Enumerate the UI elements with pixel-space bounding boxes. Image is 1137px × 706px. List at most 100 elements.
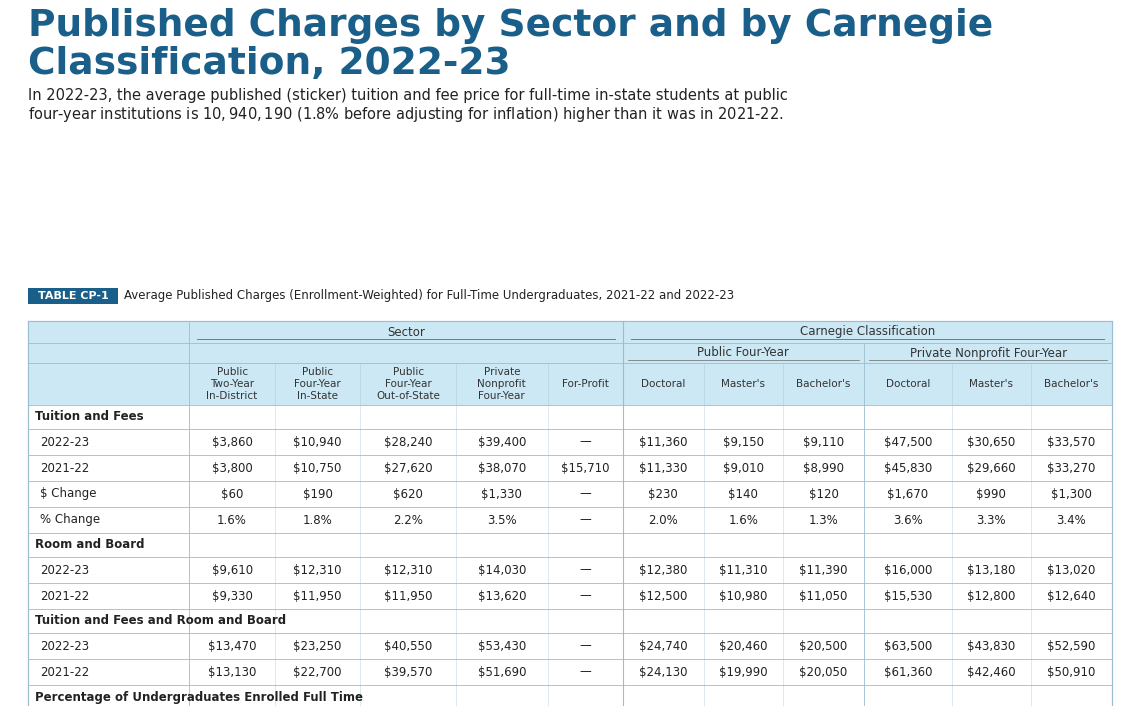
Text: $53,430: $53,430 xyxy=(478,640,526,652)
Text: $20,460: $20,460 xyxy=(719,640,767,652)
Text: Sector: Sector xyxy=(387,325,425,338)
Text: $12,500: $12,500 xyxy=(639,590,688,602)
Bar xyxy=(28,343,1112,363)
Text: 3.4%: 3.4% xyxy=(1056,513,1086,527)
Text: 2.0%: 2.0% xyxy=(648,513,678,527)
Text: —: — xyxy=(579,563,591,577)
Bar xyxy=(28,321,1112,706)
Text: $50,910: $50,910 xyxy=(1047,666,1096,678)
Text: $620: $620 xyxy=(393,488,423,501)
Text: 3.6%: 3.6% xyxy=(893,513,923,527)
Text: Public
Two-Year
In-District: Public Two-Year In-District xyxy=(207,366,258,402)
Text: $16,000: $16,000 xyxy=(883,563,932,577)
Text: —: — xyxy=(579,666,591,678)
Text: $11,330: $11,330 xyxy=(639,462,688,474)
Text: 2021-22: 2021-22 xyxy=(40,666,89,678)
Text: Private Nonprofit Four-Year: Private Nonprofit Four-Year xyxy=(910,347,1067,359)
Text: $12,310: $12,310 xyxy=(384,563,432,577)
Text: $29,660: $29,660 xyxy=(966,462,1015,474)
Text: $1,300: $1,300 xyxy=(1051,488,1092,501)
Text: $63,500: $63,500 xyxy=(883,640,932,652)
Text: $13,470: $13,470 xyxy=(208,640,256,652)
Text: Bachelor's: Bachelor's xyxy=(796,379,850,389)
Text: $42,460: $42,460 xyxy=(966,666,1015,678)
Text: TABLE CP-1: TABLE CP-1 xyxy=(38,291,108,301)
Text: Private
Nonprofit
Four-Year: Private Nonprofit Four-Year xyxy=(478,366,526,402)
Text: $8,990: $8,990 xyxy=(803,462,844,474)
Text: $11,950: $11,950 xyxy=(384,590,432,602)
Text: $190: $190 xyxy=(302,488,332,501)
Text: $120: $120 xyxy=(808,488,838,501)
Text: Public Four-Year: Public Four-Year xyxy=(697,347,789,359)
Text: $3,800: $3,800 xyxy=(211,462,252,474)
Text: $24,130: $24,130 xyxy=(639,666,688,678)
Text: $45,830: $45,830 xyxy=(883,462,932,474)
Text: 2022-23: 2022-23 xyxy=(40,640,89,652)
Text: —: — xyxy=(579,488,591,501)
Text: $11,390: $11,390 xyxy=(799,563,848,577)
Text: $19,990: $19,990 xyxy=(719,666,767,678)
Text: $3,860: $3,860 xyxy=(211,436,252,448)
Text: Master's: Master's xyxy=(721,379,765,389)
Text: $10,940: $10,940 xyxy=(293,436,342,448)
Text: Master's: Master's xyxy=(969,379,1013,389)
Text: $ Change: $ Change xyxy=(40,488,97,501)
Text: $9,330: $9,330 xyxy=(211,590,252,602)
Text: $12,800: $12,800 xyxy=(968,590,1015,602)
Text: Doctoral: Doctoral xyxy=(886,379,930,389)
Text: $39,570: $39,570 xyxy=(384,666,432,678)
Text: Published Charges by Sector and by Carnegie: Published Charges by Sector and by Carne… xyxy=(28,8,994,44)
Text: 1.6%: 1.6% xyxy=(217,513,247,527)
Text: $20,050: $20,050 xyxy=(799,666,848,678)
Text: $13,130: $13,130 xyxy=(208,666,256,678)
Text: $52,590: $52,590 xyxy=(1047,640,1096,652)
Text: In 2022-23, the average published (sticker) tuition and fee price for full-time : In 2022-23, the average published (stick… xyxy=(28,88,788,103)
Text: $33,570: $33,570 xyxy=(1047,436,1096,448)
Text: $1,330: $1,330 xyxy=(481,488,522,501)
Text: $30,650: $30,650 xyxy=(968,436,1015,448)
Text: $47,500: $47,500 xyxy=(883,436,932,448)
Text: Bachelor's: Bachelor's xyxy=(1044,379,1098,389)
Text: $10,980: $10,980 xyxy=(720,590,767,602)
Text: $13,180: $13,180 xyxy=(968,563,1015,577)
Text: $61,360: $61,360 xyxy=(883,666,932,678)
Text: $20,500: $20,500 xyxy=(799,640,848,652)
Text: $12,310: $12,310 xyxy=(293,563,342,577)
Text: —: — xyxy=(579,640,591,652)
Text: $23,250: $23,250 xyxy=(293,640,342,652)
Text: $28,240: $28,240 xyxy=(384,436,432,448)
Text: $9,110: $9,110 xyxy=(803,436,844,448)
Text: Carnegie Classification: Carnegie Classification xyxy=(799,325,935,338)
Text: $9,610: $9,610 xyxy=(211,563,252,577)
Text: $15,530: $15,530 xyxy=(883,590,932,602)
Text: 2021-22: 2021-22 xyxy=(40,462,89,474)
Text: $27,620: $27,620 xyxy=(384,462,432,474)
Text: $40,550: $40,550 xyxy=(384,640,432,652)
Text: $15,710: $15,710 xyxy=(561,462,609,474)
Text: $39,400: $39,400 xyxy=(478,436,526,448)
Text: 3.5%: 3.5% xyxy=(487,513,516,527)
Text: $13,620: $13,620 xyxy=(478,590,526,602)
Text: Average Published Charges (Enrollment-Weighted) for Full-Time Undergraduates, 20: Average Published Charges (Enrollment-We… xyxy=(124,289,735,302)
Bar xyxy=(28,288,118,304)
Text: $43,830: $43,830 xyxy=(968,640,1015,652)
Text: Percentage of Undergraduates Enrolled Full Time: Percentage of Undergraduates Enrolled Fu… xyxy=(35,690,363,703)
Text: 2.2%: 2.2% xyxy=(393,513,423,527)
Text: Public
Four-Year
Out-of-State: Public Four-Year Out-of-State xyxy=(376,366,440,402)
Text: $12,640: $12,640 xyxy=(1047,590,1096,602)
Text: $990: $990 xyxy=(977,488,1006,501)
Text: $38,070: $38,070 xyxy=(478,462,526,474)
Text: —: — xyxy=(579,590,591,602)
Text: —: — xyxy=(579,436,591,448)
Text: $11,360: $11,360 xyxy=(639,436,688,448)
Text: $10,750: $10,750 xyxy=(293,462,342,474)
Text: $14,030: $14,030 xyxy=(478,563,526,577)
Text: $33,270: $33,270 xyxy=(1047,462,1096,474)
Text: % Change: % Change xyxy=(40,513,100,527)
Bar xyxy=(28,321,1112,343)
Text: 2021-22: 2021-22 xyxy=(40,590,89,602)
Text: Tuition and Fees and Room and Board: Tuition and Fees and Room and Board xyxy=(35,614,287,628)
Text: $60: $60 xyxy=(221,488,243,501)
Text: $51,690: $51,690 xyxy=(478,666,526,678)
Text: Public
Four-Year
In-State: Public Four-Year In-State xyxy=(294,366,341,402)
